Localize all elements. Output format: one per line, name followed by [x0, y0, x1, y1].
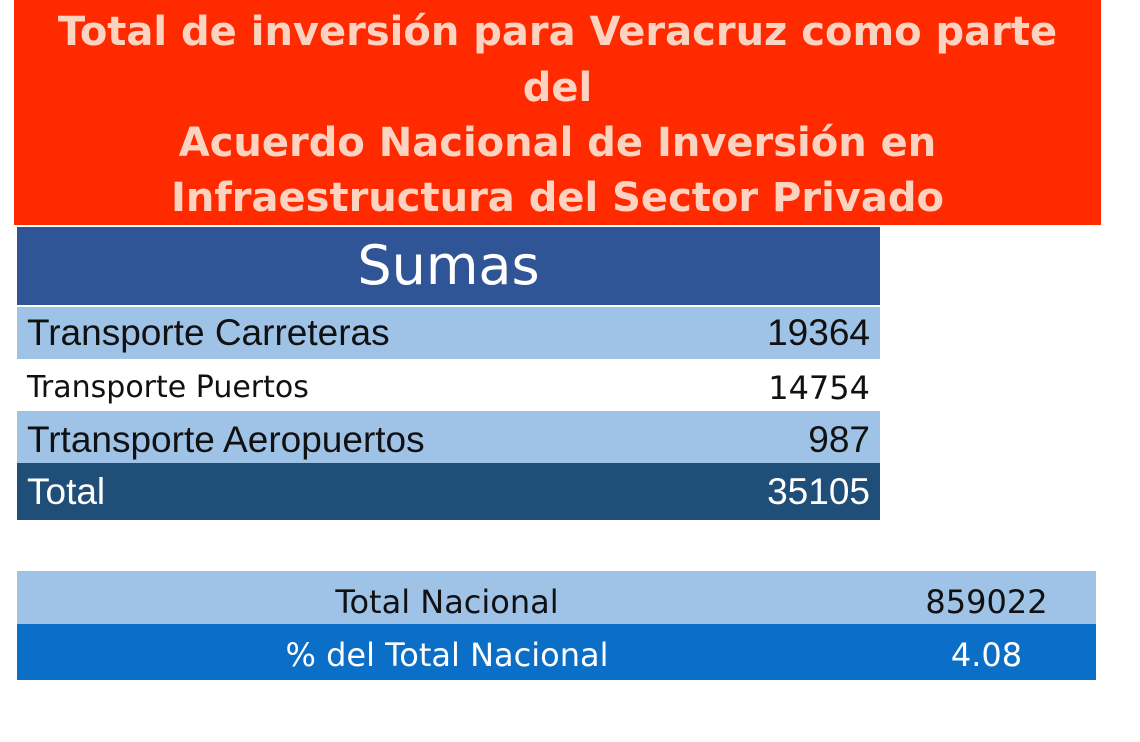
pct-nacional-label: % del Total Nacional	[285, 636, 609, 674]
row-value: 19364	[767, 312, 870, 353]
row-label: Transporte Puertos	[27, 370, 309, 405]
row-label: Transporte Carreteras	[27, 312, 390, 353]
total-nacional-label: Total Nacional	[335, 583, 559, 621]
row-value: 14754	[768, 369, 870, 407]
table-row: Trtansporte Aeropuertos 987	[17, 411, 880, 463]
pct-nacional-row: % del Total Nacional 4.08	[17, 624, 1096, 680]
table-row: Transporte Puertos 14754	[17, 361, 880, 411]
sumas-header: Sumas	[17, 227, 880, 305]
title-banner: Total de inversión para Veracruz como pa…	[14, 0, 1101, 225]
row-value: 987	[808, 419, 870, 460]
total-label: Total	[27, 471, 106, 512]
title-line-3: Acuerdo Nacional de Inversión en	[178, 120, 937, 166]
title-line-1: Total de inversión para Veracruz como pa…	[57, 9, 1058, 55]
total-nacional-value: 859022	[925, 583, 1048, 621]
title-line-4: Infraestructura del Sector Privado	[171, 175, 944, 221]
total-value: 35105	[767, 471, 870, 512]
total-nacional-row: Total Nacional 859022	[17, 571, 1096, 624]
total-row: Total 35105	[17, 463, 880, 520]
table-row: Transporte Carreteras 19364	[17, 307, 880, 359]
pct-nacional-value: 4.08	[950, 636, 1023, 674]
title-line-2: del	[522, 65, 593, 111]
row-label: Trtansporte Aeropuertos	[27, 419, 425, 460]
